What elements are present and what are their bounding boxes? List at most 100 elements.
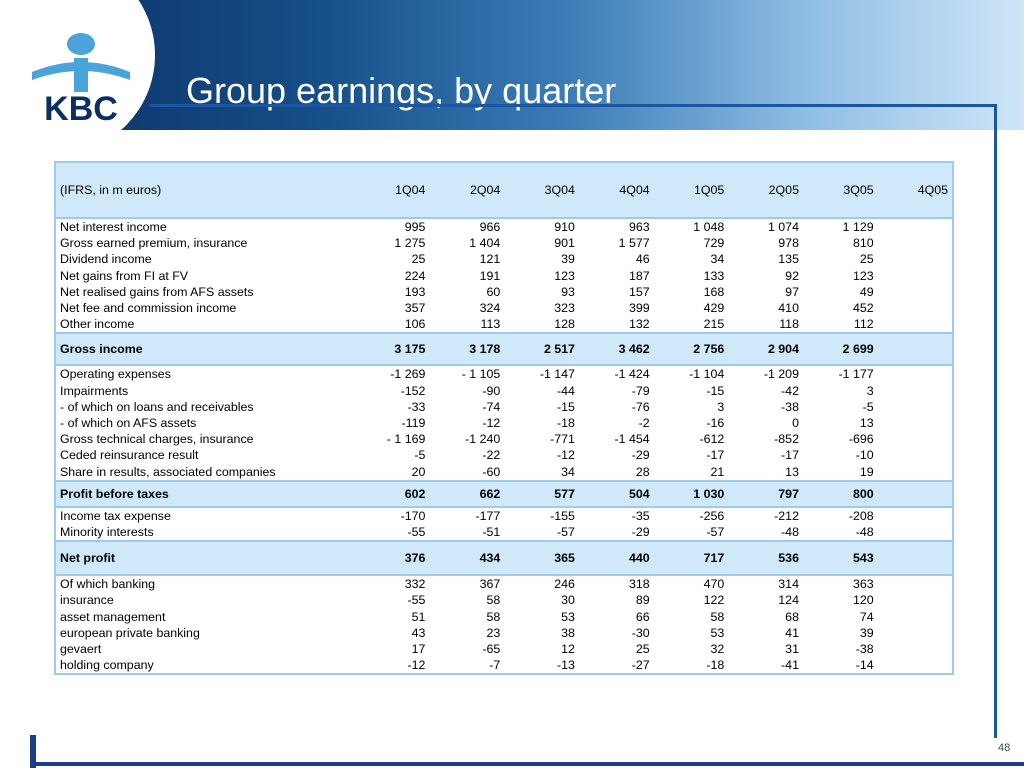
value-cell: -1 209 [763,367,799,382]
value-cell: -57 [706,525,725,540]
value-cell: 58 [486,593,501,608]
value-cell: 434 [429,540,505,577]
table-row: insurance -55 58 30 89 122 124 120 [55,592,953,608]
summary-row: Profit before taxes 602 662 577 504 1 030 797 8… [55,479,953,508]
value-cell: 118 [779,317,799,332]
value-cell: -7 [489,658,501,673]
column-header: 1Q05 [653,162,729,219]
value-cell [878,657,953,674]
value-cell: 25 [411,252,426,267]
value-cell: 2 699 [802,332,878,367]
value-cell: -60 [482,464,501,479]
value-cell: 58 [486,609,501,624]
value-cell: -51 [482,525,501,540]
value-cell: -170 [400,508,426,523]
value-cell: -208 [848,508,874,523]
value-cell: 332 [404,577,426,592]
value-cell: 3 [866,383,874,398]
row-label: Operating expenses [60,367,171,382]
value-cell: 19 [859,464,874,479]
value-cell: -14 [855,658,874,673]
value-cell: 3 178 [429,332,505,367]
column-header: 3Q04 [504,162,579,219]
value-cell: 60 [486,284,501,299]
value-cell: 28 [635,464,650,479]
value-cell: -57 [557,525,575,540]
value-cell: 121 [479,252,501,267]
value-cell: 324 [479,301,501,316]
value-cell: 910 [554,220,575,234]
value-cell: -55 [407,593,426,608]
value-cell [877,332,953,367]
row-label: Net interest income [60,220,167,234]
value-cell: 717 [653,540,729,577]
value-cell: 20 [411,464,426,479]
table-row: Net gains from FI at FV 224 191 123 187 133 92… [55,268,953,284]
value-cell: 357 [404,301,426,316]
table-row: Gross technical charges, insurance - 1 16… [55,431,953,447]
value-cell: - 1 169 [386,432,426,447]
value-cell: 3 [717,399,725,414]
value-cell: 123 [852,268,874,283]
value-cell: -10 [855,448,874,463]
value-cell: 800 [802,479,878,508]
value-cell [878,464,953,481]
value-cell: -44 [557,383,575,398]
value-cell: -5 [414,448,426,463]
value-cell [877,540,953,577]
row-label: Minority interests [60,525,154,540]
svg-text:KBC: KBC [44,90,118,125]
value-cell: 12 [561,642,575,657]
value-cell: -38 [781,399,799,414]
table-row: Gross earned premium, insurance 1 275 1 40… [55,235,953,251]
value-cell: -1 454 [614,432,650,447]
frame-line-left [30,735,36,768]
value-cell [878,575,953,592]
table-row: asset management 51 58 53 66 58 68 74 [55,609,953,625]
row-label: asset management [60,609,166,624]
gross-income-row: Gross income 3 175 3 178 2 517 3 462 2 756 2 9… [55,332,953,367]
value-cell: -42 [781,383,799,398]
value-cell: 2 517 [504,332,579,367]
value-cell: 314 [778,577,799,592]
value-cell: 410 [778,301,799,316]
value-cell: -30 [631,625,650,640]
row-label: european private banking [60,625,200,640]
table-row: holding company -12 -7 -13 -27 -18 -41 -14 [55,657,953,674]
breakdown-rows: Of which banking 332 367 246 318 470 314 363 ins… [55,575,953,674]
column-header: 3Q05 [802,162,878,219]
value-cell: -155 [550,508,575,523]
value-cell: -1 240 [465,432,501,447]
value-cell: -119 [401,416,426,431]
value-cell: 31 [785,642,799,657]
value-cell: -1 269 [390,367,426,382]
value-cell: -41 [781,658,799,673]
value-cell [878,218,953,235]
value-cell: 0 [792,416,799,431]
value-cell: -38 [855,642,874,657]
table-row: Dividend income 25 121 39 46 34 135 25 [55,251,953,267]
value-cell: 17 [411,642,426,657]
value-cell: 32 [710,642,725,657]
tax-rows: Income tax expense -170 -177 -155 -35 -256 -21… [55,507,953,541]
value-cell [878,507,953,524]
value-cell: 1 404 [469,236,501,251]
net-profit-row: Net profit 376 434 365 440 717 536 543 [55,540,953,577]
value-cell: 132 [628,317,650,332]
table-row: Other income 106 113 128 132 215 118 112 [55,316,953,333]
value-cell: - 1 105 [461,367,501,382]
value-cell: -22 [482,448,501,463]
value-cell: 429 [703,301,725,316]
value-cell: 215 [703,317,725,332]
value-cell: 729 [703,236,725,251]
value-cell: 1 048 [693,220,725,234]
value-cell: 224 [404,268,426,283]
value-cell: -177 [475,508,501,523]
value-cell: 38 [561,625,575,640]
value-cell: -18 [706,658,725,673]
table-row: - of which on loans and receivables -33 -7… [55,399,953,415]
value-cell [878,251,953,267]
value-cell: -27 [631,658,650,673]
value-cell: 662 [429,479,505,508]
table-row: Minority interests -55 -51 -57 -29 -57 -48 -48 [55,524,953,541]
